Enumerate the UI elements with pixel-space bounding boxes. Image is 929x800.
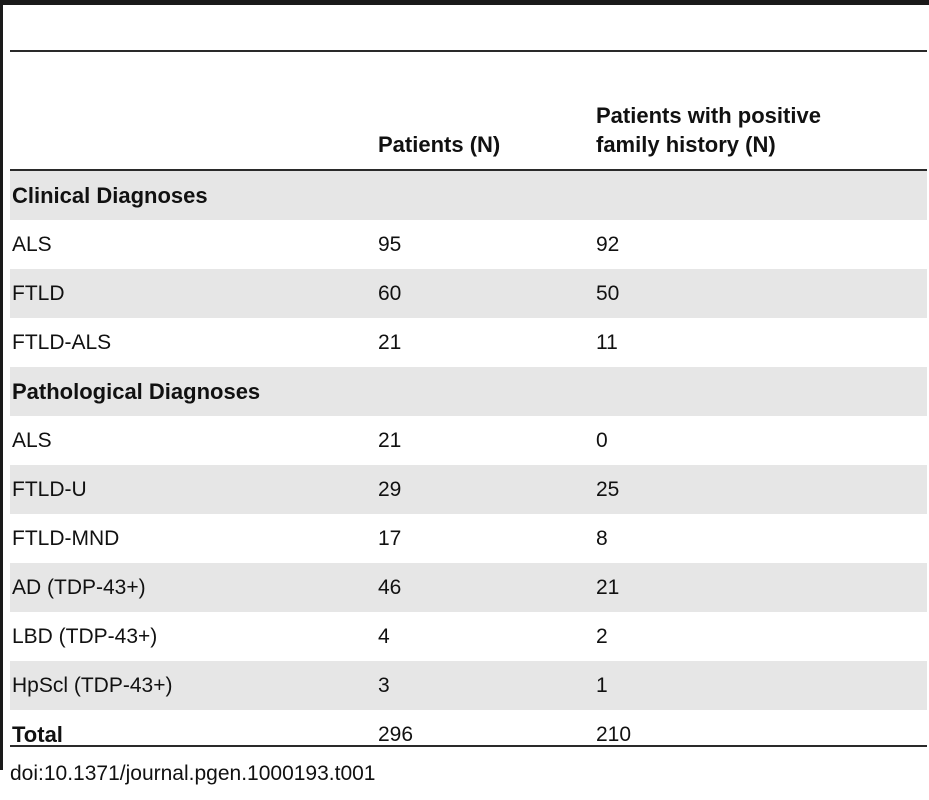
row-family-history-count: 1 [596,661,927,710]
row-label: AD (TDP-43+) [10,563,368,612]
row-label: Pathological Diagnoses [10,367,368,416]
row-patients-count: 17 [378,526,402,550]
row-patients-count: 296 [378,722,414,746]
top-border-rule [0,0,929,5]
table-body: Clinical Diagnoses ALS 95 92 FTLD 60 50 FTLD-AL… [10,170,927,759]
table-row: ALS 95 92 [10,220,927,269]
row-patients-count: 21 [378,428,402,452]
table-row: FTLD-ALS 21 11 [10,318,927,367]
header-top-rule [10,50,927,52]
table-row: HpScl (TDP-43+) 3 1 [10,661,927,710]
table-row: FTLD-MND 17 8 [10,514,927,563]
table-row: AD (TDP-43+) 46 21 [10,563,927,612]
table-row: ALS 21 0 [10,416,927,465]
table-row: LBD (TDP-43+) 4 2 [10,612,927,661]
row-family-history-count: 11 [596,330,618,354]
row-family-history-count: 2 [596,624,608,648]
table-row: FTLD 60 50 [10,269,927,318]
row-family-history-count: 50 [596,269,927,318]
row-patients-count: 46 [368,563,596,612]
header-family-history-line1: Patients with positive [596,103,821,128]
row-patients-count [368,170,596,220]
row-family-history-count: 21 [596,563,927,612]
header-family-history-line2: family history (N) [596,132,776,157]
row-patients-count: 95 [378,232,402,256]
row-label: FTLD [10,269,368,318]
row-label: ALS [12,428,52,452]
row-label: FTLD-U [10,465,368,514]
header-diagnosis [10,52,368,171]
header-patients: Patients (N) [368,52,596,171]
row-patients-count [368,367,596,416]
row-label: Clinical Diagnoses [10,170,368,220]
row-label: Total [12,721,63,747]
row-family-history-count: 92 [596,232,620,256]
table-row: FTLD-U 29 25 [10,465,927,514]
header-family-history: Patients with positive family history (N) [596,52,927,171]
row-family-history-count: 0 [596,428,608,452]
row-patients-count: 21 [378,330,402,354]
section-row: Pathological Diagnoses [10,367,927,416]
row-family-history-count: 210 [596,722,632,746]
row-family-history-count [596,367,927,416]
total-row: Total 296 210 [10,710,927,759]
row-label: LBD (TDP-43+) [12,624,158,648]
row-family-history-count [596,170,927,220]
section-row: Clinical Diagnoses [10,170,927,220]
row-label: ALS [12,232,52,256]
doi-caption: doi:10.1371/journal.pgen.1000193.t001 [10,762,376,785]
row-label: FTLD-ALS [12,330,112,354]
row-family-history-count: 8 [596,526,608,550]
table-bottom-rule [10,745,927,747]
left-border-rule [0,0,3,770]
row-label: FTLD-MND [12,526,120,550]
row-label: HpScl (TDP-43+) [10,661,368,710]
row-patients-count: 29 [368,465,596,514]
row-family-history-count: 25 [596,465,927,514]
table-header-row: Patients (N) Patients with positive famil… [10,52,927,171]
diagnoses-table: Patients (N) Patients with positive famil… [10,52,927,759]
row-patients-count: 3 [368,661,596,710]
row-patients-count: 60 [368,269,596,318]
row-patients-count: 4 [378,624,390,648]
